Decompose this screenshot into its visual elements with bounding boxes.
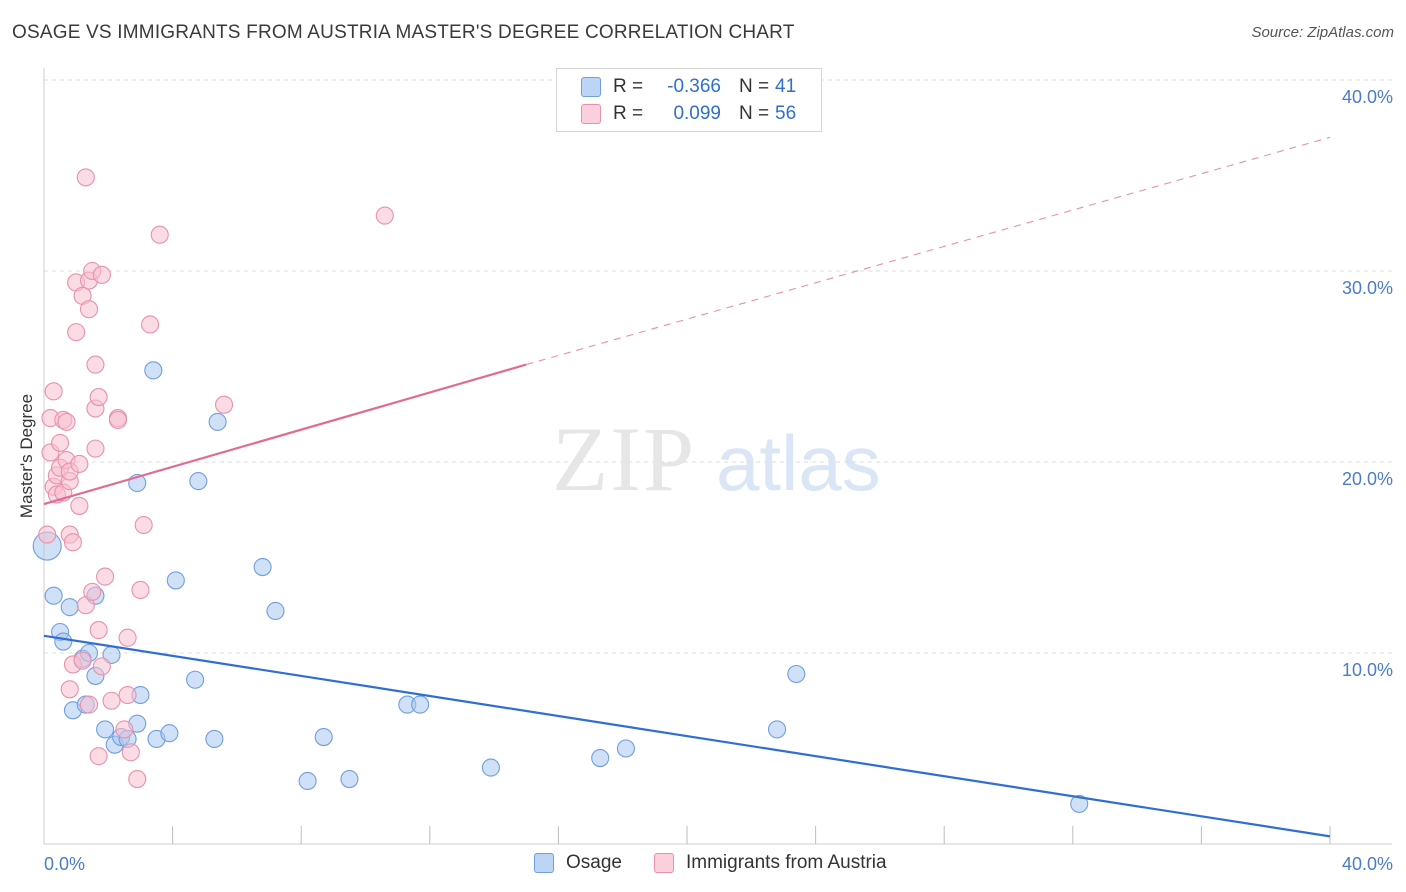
- austria-point-53: [214, 395, 234, 414]
- austria-point-28: [79, 300, 99, 319]
- bottom-legend-swatch-osage: [534, 853, 554, 873]
- osage-point-21: [160, 724, 179, 743]
- y-tick-label-0: 10.0%: [1342, 660, 1393, 680]
- osage-point-33: [411, 695, 430, 714]
- austria-point-7: [51, 433, 70, 452]
- legend-n-value: 41: [775, 76, 797, 97]
- legend-swatch-austria: [581, 104, 601, 124]
- legend: R = -0.366 N = 41 R = 0.099 N = 56: [556, 68, 822, 132]
- austria-point-22: [70, 496, 89, 515]
- legend-n-label: N =: [739, 103, 770, 124]
- bottom-legend-label-austria: Immigrants from Austria: [685, 852, 887, 873]
- austria-point-11: [57, 412, 76, 431]
- osage-point-11: [96, 720, 115, 739]
- legend-r-label: R =: [613, 103, 644, 124]
- austria-point-41: [102, 691, 121, 710]
- osage-point-1: [44, 586, 63, 605]
- bottom-legend-osage: Osage: [534, 852, 622, 874]
- osage-point-29: [298, 771, 317, 791]
- grid-lines: [44, 79, 1392, 654]
- austria-point-17: [63, 533, 82, 552]
- watermark-zip: ZIP: [552, 408, 696, 510]
- y-tick-label-3: 40.0%: [1342, 87, 1393, 107]
- austria-point-0: [38, 525, 57, 544]
- austria-point-21: [70, 454, 89, 473]
- austria-point-50: [134, 515, 153, 535]
- bottom-legend: Osage Immigrants from Austria: [534, 852, 919, 874]
- osage-point-37: [767, 720, 787, 739]
- austria-point-29: [79, 695, 99, 714]
- y-tick-label-1: 20.0%: [1342, 469, 1393, 489]
- legend-n-value: 56: [775, 103, 797, 124]
- austria-point-3: [44, 382, 63, 401]
- legend-r-value: -0.366: [667, 76, 721, 97]
- austria-point-16: [60, 680, 79, 699]
- bottom-legend-swatch-austria: [653, 853, 674, 873]
- austria-point-47: [121, 743, 140, 762]
- austria-point-48: [128, 770, 147, 789]
- osage-point-19: [144, 361, 163, 380]
- legend-r-value: 0.099: [673, 103, 721, 124]
- bottom-legend-label-osage: Osage: [566, 852, 622, 873]
- bottom-legend-austria: Immigrants from Austria: [653, 852, 887, 874]
- osage-point-28: [266, 601, 285, 621]
- austria-trend-line: [43, 363, 527, 506]
- y-axis-label: Master's Degree: [17, 394, 36, 518]
- austria-point-51: [141, 315, 160, 334]
- austria-point-43: [108, 410, 127, 430]
- legend-swatch-osage: [581, 77, 601, 97]
- osage-point-23: [186, 670, 205, 689]
- austria-point-34: [86, 439, 105, 458]
- tick-labels: 10.0% 20.0% 30.0% 40.0% 0.0% 40.0%: [44, 87, 1393, 874]
- legend-row-austria: R = 0.099 N = 56: [581, 101, 796, 127]
- y-tick-label-2: 30.0%: [1342, 278, 1393, 298]
- x-tick-label-0: 0.0%: [44, 854, 85, 874]
- source-label: Source: ZipAtlas.com: [1251, 24, 1394, 41]
- chart-title: OSAGE VS IMMIGRANTS FROM AUSTRIA MASTER'…: [12, 22, 795, 43]
- austria-point-24: [73, 651, 92, 670]
- austria-point-37: [89, 621, 108, 640]
- osage-point-35: [591, 748, 610, 768]
- osage-point-4: [60, 598, 79, 617]
- austria-point-36: [89, 388, 108, 407]
- osage-point-26: [208, 412, 227, 431]
- osage-point-24: [189, 472, 208, 491]
- osage-point-34: [481, 758, 500, 777]
- watermark-atlas: atlas: [716, 419, 881, 507]
- austria-point-40: [96, 567, 115, 586]
- austria-trend-line-extended: [526, 136, 1331, 366]
- osage-point-30: [314, 727, 333, 747]
- austria-point-38: [92, 657, 111, 676]
- austria-point-32: [86, 355, 105, 374]
- osage-point-36: [616, 739, 635, 758]
- osage-point-27: [253, 557, 272, 577]
- austria-point-52: [150, 225, 169, 244]
- osage-point-3: [54, 632, 73, 651]
- austria-point-39: [92, 265, 111, 284]
- x-tick-label-1: 40.0%: [1342, 854, 1393, 874]
- austria-point-49: [131, 580, 150, 600]
- austria-points: [38, 168, 394, 789]
- austria-point-46: [118, 685, 137, 705]
- osage-point-31: [340, 770, 359, 789]
- austria-point-35: [89, 747, 108, 766]
- austria-point-45: [118, 628, 137, 647]
- osage-point-22: [166, 571, 185, 590]
- austria-point-54: [375, 206, 394, 225]
- legend-r-label: R =: [613, 76, 644, 97]
- legend-n-label: N =: [739, 76, 770, 97]
- austria-point-44: [115, 720, 134, 739]
- trend-lines: [43, 136, 1331, 838]
- austria-point-31: [83, 582, 102, 601]
- legend-row-osage: R = -0.366 N = 41: [581, 74, 796, 100]
- osage-point-25: [205, 729, 224, 749]
- osage-point-39: [1070, 794, 1089, 813]
- austria-point-25: [76, 168, 95, 187]
- watermark: ZIP atlas: [552, 408, 881, 510]
- osage-trend-line: [43, 634, 1331, 838]
- austria-point-20: [67, 323, 86, 342]
- osage-point-38: [787, 664, 806, 684]
